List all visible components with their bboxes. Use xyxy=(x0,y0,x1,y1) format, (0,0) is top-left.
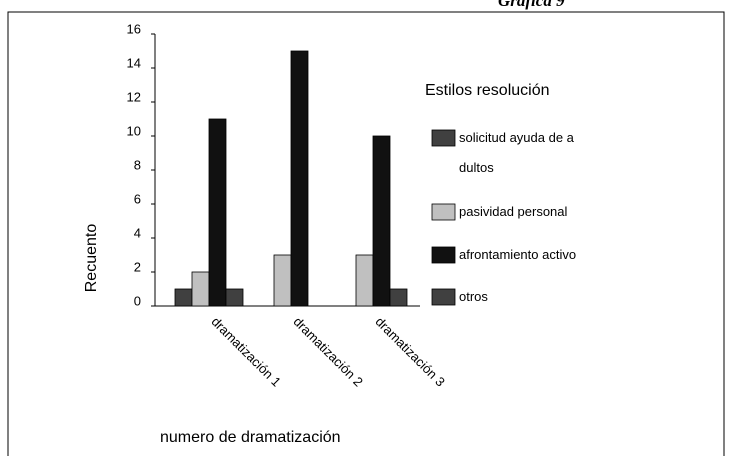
legend-swatch xyxy=(431,288,456,306)
legend-label: pasividad personal xyxy=(459,204,568,219)
bar xyxy=(273,254,292,307)
chart-title: Gráfica 9 xyxy=(498,0,565,10)
y-tick-label: 12 xyxy=(127,89,141,104)
legend-title: Estilos resolución xyxy=(425,82,550,99)
x-axis-title: numero de dramatización xyxy=(160,429,341,446)
legend-swatch xyxy=(431,203,456,221)
legend-swatch xyxy=(431,129,456,147)
legend-label: otros xyxy=(459,289,488,304)
y-axis-title: Recuento xyxy=(83,224,100,293)
y-tick-label: 2 xyxy=(134,259,141,274)
frame xyxy=(7,11,725,456)
legend-label: afrontamiento activo xyxy=(459,247,577,262)
y-tick-label: 8 xyxy=(134,157,141,172)
y-tick-label: 10 xyxy=(127,123,141,138)
y-tick-label: 16 xyxy=(127,21,141,36)
bar xyxy=(208,118,227,307)
bar xyxy=(191,271,210,307)
legend-swatch xyxy=(431,246,456,264)
y-tick-label: 0 xyxy=(134,293,141,308)
bar xyxy=(174,288,193,307)
bar xyxy=(372,135,391,307)
x-tick-label: dramatización 1 xyxy=(208,314,284,390)
bar xyxy=(225,288,244,307)
legend-label: solicitud ayuda de a dultos xyxy=(459,130,574,175)
x-tick-label: dramatización 3 xyxy=(372,314,448,390)
y-tick-label: 6 xyxy=(134,191,141,206)
x-tick-label: dramatización 2 xyxy=(290,314,366,390)
bar xyxy=(290,50,309,307)
y-tick-label: 4 xyxy=(134,225,141,240)
y-tick-label: 14 xyxy=(127,55,141,70)
bar xyxy=(355,254,374,307)
bar xyxy=(389,288,408,307)
